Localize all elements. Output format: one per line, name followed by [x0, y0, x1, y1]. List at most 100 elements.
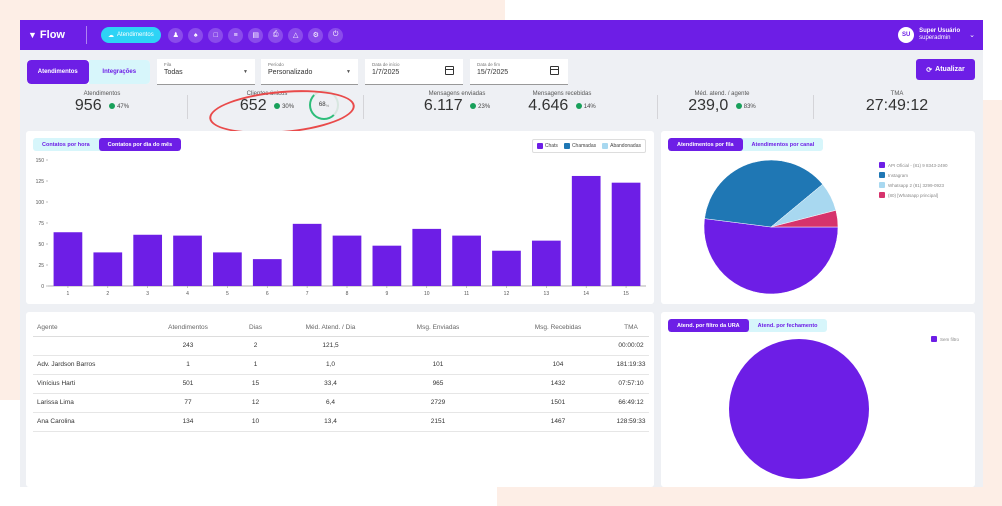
- cell-media: 13,4: [288, 412, 373, 432]
- periodo-select[interactable]: Período Personalizado ▼: [261, 59, 358, 85]
- stats-row: Atendimentos 956 47% Clientes únicos 652…: [27, 90, 975, 125]
- cell-enviadas: 101: [373, 355, 503, 375]
- chevron-down-icon[interactable]: ⌄: [969, 32, 975, 39]
- fila-select[interactable]: Fila Todas ▼: [157, 59, 255, 85]
- user-menu[interactable]: SU Super Usuário superadmin ⌄: [898, 27, 975, 43]
- update-button[interactable]: ⟳ Atualizar: [916, 59, 975, 80]
- legend-item[interactable]: Sem filtro: [931, 334, 959, 344]
- tab-contatos-por-dia[interactable]: Contatos por dia do mês: [98, 138, 182, 151]
- col-media-dia[interactable]: Méd. Atend. / Dia: [288, 319, 373, 337]
- cell-recebidas: 1467: [503, 412, 613, 432]
- pie-fila-tabs: Atendimentos por fila Atendimentos por c…: [668, 138, 824, 151]
- bar: [133, 234, 163, 286]
- stat-mensagens-enviadas: Mensagens enviadas 6.117 23%: [412, 91, 502, 115]
- col-msg-enviadas[interactable]: Msg. Enviadas: [373, 319, 503, 337]
- nav-atendimentos-button[interactable]: ☁ Atendimentos: [101, 27, 161, 43]
- power-icon[interactable]: ⏻: [328, 27, 344, 43]
- tab-atendimentos-por-canal[interactable]: Atendimentos por canal: [751, 141, 815, 148]
- pie-ura-panel: Atend. por filtro da URA Atend. por fech…: [661, 312, 975, 487]
- col-agente[interactable]: Agente: [33, 319, 153, 337]
- pie-slice: [703, 218, 839, 295]
- legend-label: Whatsapp 2 (81) 3299-0923: [888, 182, 945, 188]
- data-fim-input[interactable]: Data de fim 15/7/2025: [470, 59, 568, 85]
- y-tick-label: 100: [36, 200, 45, 206]
- cell-enviadas: 965: [373, 374, 503, 394]
- calendar-icon[interactable]: [445, 66, 454, 75]
- col-atendimentos[interactable]: Atendimentos: [153, 319, 223, 337]
- stat-tma: TMA 27:49:12: [847, 91, 947, 115]
- col-msg-recebidas[interactable]: Msg. Recebidas: [503, 319, 613, 337]
- stat-value: 652: [239, 97, 267, 114]
- list-icon[interactable]: ≡: [228, 27, 244, 43]
- stat-value: 956: [74, 97, 102, 114]
- tab-contatos-por-hora[interactable]: Contatos por hora: [42, 141, 90, 148]
- x-tick-label: 3: [146, 291, 149, 297]
- tab-atend-filtro-ura[interactable]: Atend. por filtro da URA: [668, 319, 749, 332]
- divider: [813, 95, 814, 119]
- cell-media: 121,5: [288, 336, 373, 356]
- update-button-label: Atualizar: [935, 66, 965, 73]
- divider: [657, 95, 658, 119]
- cell-dias: 10: [223, 412, 288, 432]
- calendar-icon[interactable]: ▤: [248, 27, 264, 43]
- x-tick-label: 9: [385, 291, 388, 297]
- tab-integracoes[interactable]: Integrações: [88, 60, 150, 84]
- legend-label: Chats: [544, 143, 558, 149]
- stat-value: 239,0: [688, 97, 729, 114]
- bar: [213, 252, 242, 286]
- tab-atend-fechamento[interactable]: Atend. por fechamento: [757, 322, 818, 329]
- legend-swatch: [931, 336, 937, 342]
- stat-media-agente: Méd. atend. / agente 239,0 83%: [677, 91, 767, 115]
- table-row[interactable]: Adv. Jardson Barros 1 1 1,0 101 104 181:…: [33, 355, 649, 375]
- legend-item[interactable]: API Oficial - (81) 9 8343-2490: [879, 160, 948, 170]
- bar: [531, 240, 561, 286]
- stat-label: Mensagens recebidas: [532, 91, 592, 97]
- caret-down-icon: ▼: [346, 69, 351, 75]
- pie-ura-legend: Sem filtro: [931, 334, 959, 344]
- calendar-icon[interactable]: [550, 66, 559, 75]
- col-tma[interactable]: TMA: [613, 319, 649, 337]
- col-dias[interactable]: Dias: [223, 319, 288, 337]
- user-plus-icon[interactable]: ♠: [188, 27, 204, 43]
- legend-item[interactable]: Chats: [536, 143, 558, 149]
- legend-item[interactable]: Instagram: [879, 170, 948, 180]
- cell-agente: Ana Carolina: [33, 412, 153, 432]
- filter-bar: Atendimentos Integrações Fila Todas ▼ Pe…: [27, 59, 975, 85]
- printer-icon[interactable]: ⎙: [268, 27, 284, 43]
- pie-chart-fila: [703, 159, 839, 295]
- legend-item[interactable]: Chamadas: [563, 143, 596, 149]
- cell-media: 33,4: [288, 374, 373, 394]
- bar: [492, 250, 521, 286]
- cell-tma: 128:59:33: [613, 412, 649, 432]
- legend-item[interactable]: Whatsapp 2 (81) 3299-0923: [879, 180, 948, 190]
- stat-label: Méd. atend. / agente: [694, 91, 750, 97]
- table-row[interactable]: Ana Carolina 134 10 13,4 2151 1467 128:5…: [33, 412, 649, 432]
- legend-item[interactable]: Abandonadas: [602, 143, 641, 149]
- tab-atendimentos[interactable]: Atendimentos: [27, 60, 89, 84]
- logo[interactable]: ▼ Flow: [28, 29, 86, 41]
- chat-icon[interactable]: □: [208, 27, 224, 43]
- table-row[interactable]: 243 2 121,5 00:00:02: [33, 336, 649, 356]
- x-tick-label: 12: [504, 291, 510, 297]
- bell-icon[interactable]: △: [288, 27, 304, 43]
- x-tick-label: 10: [424, 291, 430, 297]
- nav-pill-label: Atendimentos: [117, 32, 154, 38]
- stat-label: Atendimentos: [83, 91, 121, 97]
- cell-enviadas: [373, 336, 503, 356]
- table-row[interactable]: Vinícius Harti 501 15 33,4 965 1432 07:5…: [33, 374, 649, 394]
- table-row[interactable]: Larissa Lima 77 12 6,4 2729 1501 66:49:1…: [33, 393, 649, 413]
- divider: [187, 95, 188, 119]
- pie-fila-legend: API Oficial - (81) 9 8343-2490 Instagram…: [879, 160, 948, 200]
- tab-atendimentos-por-fila[interactable]: Atendimentos por fila: [668, 138, 743, 151]
- users-icon[interactable]: ♟: [168, 27, 184, 43]
- settings-icon[interactable]: ⚙: [308, 27, 324, 43]
- data-inicio-input[interactable]: Data de início 1/7/2025: [365, 59, 463, 85]
- cell-atendimentos: 77: [153, 393, 223, 413]
- periodo-label: Período: [268, 62, 284, 67]
- data-fim-label: Data de fim: [477, 62, 501, 67]
- cell-recebidas: 1501: [503, 393, 613, 413]
- legend-item[interactable]: (80) [Whatsapp principal]: [879, 190, 948, 200]
- legend-swatch: [879, 162, 885, 168]
- cell-atendimentos: 1: [153, 355, 223, 375]
